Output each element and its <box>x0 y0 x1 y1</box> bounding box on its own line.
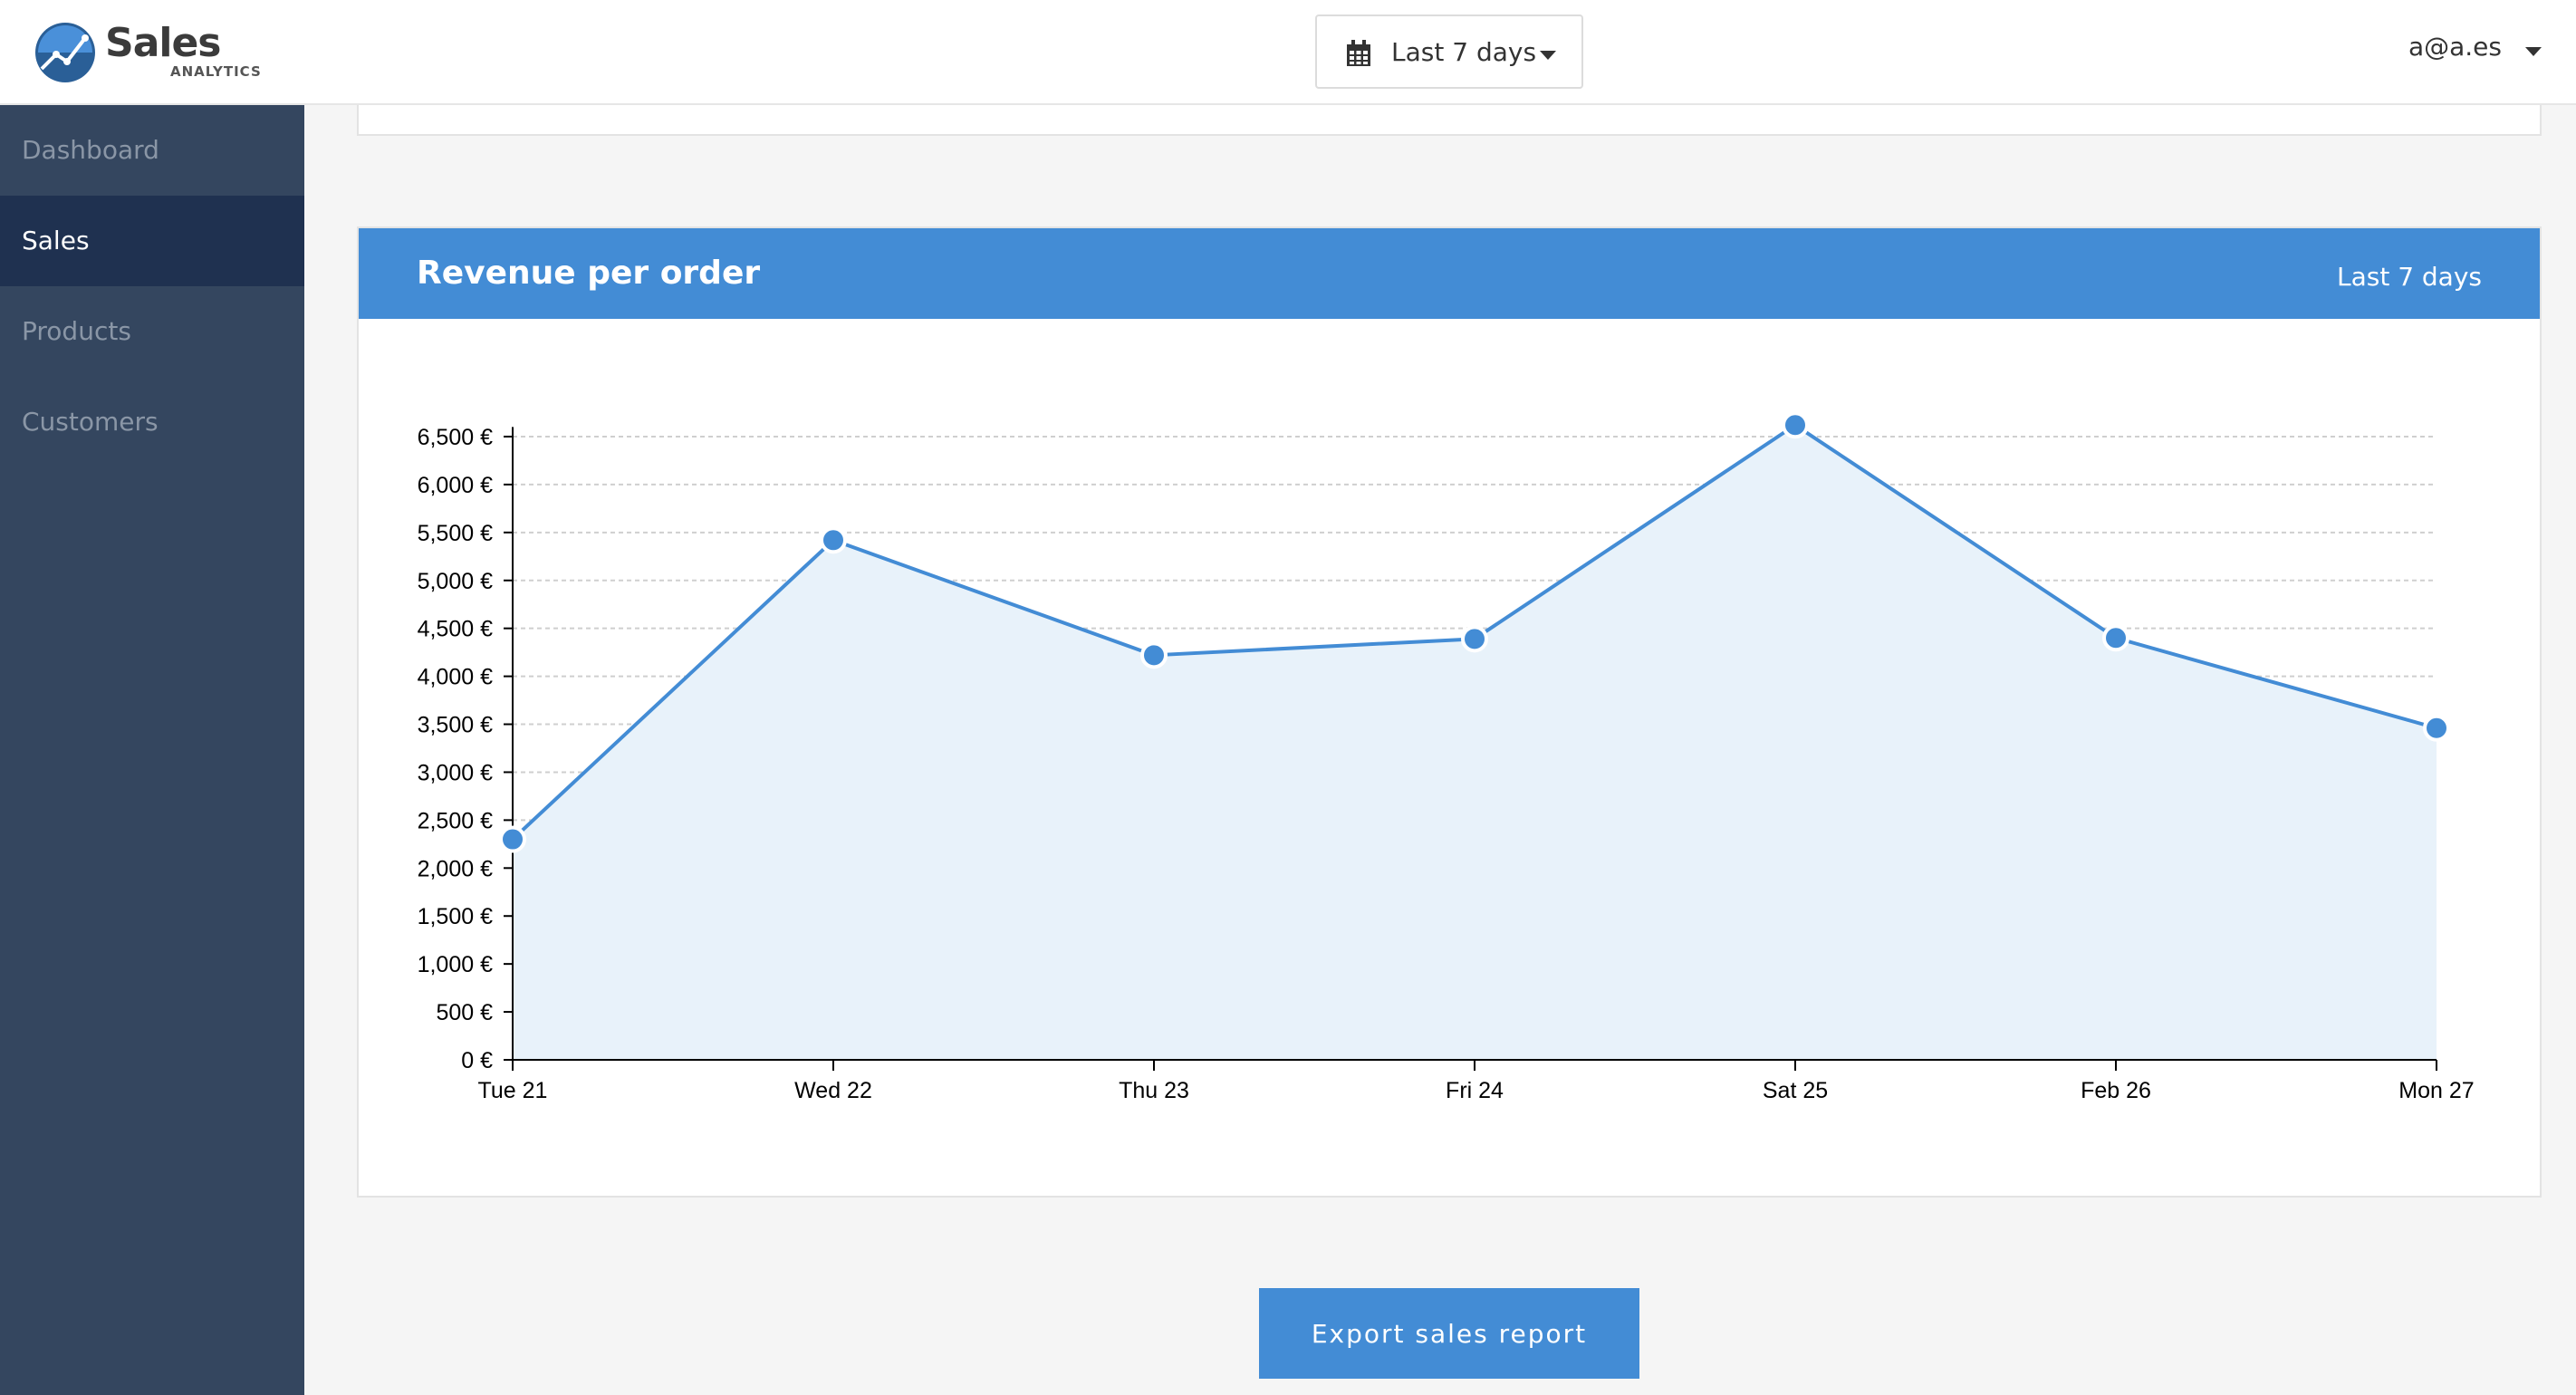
revenue-panel: Revenue per order Last 7 days 0 € 500 € 1,… <box>357 226 2542 1198</box>
user-menu[interactable]: a@a.es <box>2408 29 2542 65</box>
revenue-chart: 0 € 500 € 1,000 € 1,500 € 2,000 € 2,500 € 3,00… <box>418 411 2475 1103</box>
data-point <box>1782 411 1809 439</box>
y-tick-label: 2,500 € <box>418 808 494 833</box>
chevron-down-icon <box>1540 51 1556 60</box>
y-tick-label: 5,000 € <box>418 569 494 594</box>
y-tick-label: 5,500 € <box>418 521 494 546</box>
y-tick-label: 6,500 € <box>418 425 494 450</box>
data-point <box>2102 624 2129 652</box>
y-tick-label: 2,000 € <box>418 856 494 881</box>
y-tick-label: 0 € <box>461 1048 493 1073</box>
brand-name: Sales <box>105 20 221 66</box>
x-tick-label: Feb 26 <box>2081 1078 2151 1103</box>
data-point <box>1461 625 1488 653</box>
y-tick-label: 1,500 € <box>418 904 494 929</box>
previous-card <box>357 105 2542 136</box>
y-tick-label: 500 € <box>436 1000 493 1025</box>
data-point <box>820 526 847 554</box>
panel-header: Revenue per order Last 7 days <box>359 228 2540 319</box>
x-tick-label: Sat 25 <box>1763 1078 1828 1103</box>
y-tick-label: 4,000 € <box>418 665 494 690</box>
sidebar-item-sales[interactable]: Sales <box>0 196 304 286</box>
series-area <box>513 425 2437 1060</box>
logo-chart-icon <box>35 23 95 82</box>
export-sales-report-button[interactable]: Export sales report <box>1259 1288 1639 1379</box>
y-tick-label: 3,500 € <box>418 713 494 738</box>
x-tick-label: Fri 24 <box>1446 1078 1504 1103</box>
calendar-icon <box>1347 40 1370 66</box>
sidebar-item-customers[interactable]: Customers <box>22 407 159 437</box>
top-header: Sales ANALYTICS Last 7 days a@a.es <box>0 0 2576 105</box>
y-tick-label: 4,500 € <box>418 617 494 642</box>
panel-range-label: Last 7 days <box>2336 262 2482 292</box>
x-tick-label: Tue 21 <box>478 1078 548 1103</box>
sidebar-item-dashboard[interactable]: Dashboard <box>22 135 159 165</box>
user-email: a@a.es <box>2408 32 2502 62</box>
brand-subtitle: ANALYTICS <box>170 63 262 80</box>
y-tick-label: 6,000 € <box>418 473 494 498</box>
data-point <box>1140 641 1168 669</box>
x-tick-label: Mon 27 <box>2398 1078 2474 1103</box>
y-tick-label: 3,000 € <box>418 760 494 785</box>
chevron-down-icon <box>2525 47 2542 56</box>
data-point <box>2423 714 2450 742</box>
date-range-label: Last 7 days <box>1391 37 1537 67</box>
x-tick-label: Thu 23 <box>1119 1078 1189 1103</box>
panel-title: Revenue per order <box>417 255 761 292</box>
sidebar-item-products[interactable]: Products <box>22 316 131 346</box>
x-tick-label: Wed 22 <box>794 1078 872 1103</box>
y-tick-label: 1,000 € <box>418 952 494 977</box>
sidebar: Dashboard Sales Products Customers <box>0 105 304 1395</box>
data-point <box>499 825 526 853</box>
date-range-picker[interactable]: Last 7 days <box>1315 14 1583 89</box>
